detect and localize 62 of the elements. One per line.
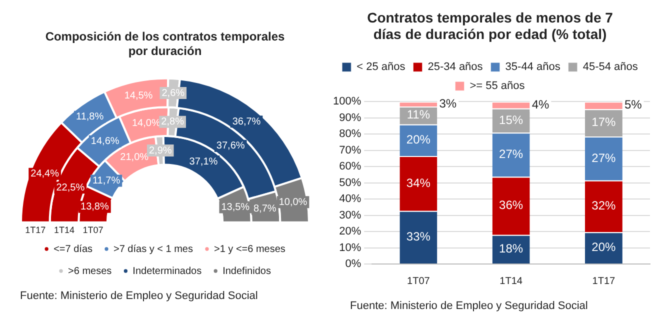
data-label: 37,1% <box>189 156 218 168</box>
data-label: 14,0% <box>132 118 160 130</box>
data-label: 14,6% <box>90 136 120 148</box>
source-note: Fuente: Ministerio de Empleo y Seguridad Social <box>350 300 588 312</box>
data-label: 11,7% <box>92 175 120 186</box>
y-tick-label: 70% <box>339 144 362 156</box>
data-label: 14,5% <box>124 90 153 102</box>
y-tick-label: 0% <box>345 258 362 270</box>
slice-label: 1T14 <box>54 224 74 235</box>
data-label: 24,4% <box>30 168 60 180</box>
data-label: 27% <box>499 147 524 162</box>
data-label: 3% <box>439 96 457 110</box>
data-label: 36,7% <box>232 116 261 128</box>
legend-label: >6 meses <box>68 266 112 277</box>
y-tick-label: 90% <box>339 112 362 124</box>
y-tick-label: 30% <box>339 209 362 222</box>
data-label: 4% <box>532 97 550 112</box>
data-label: 10,0% <box>278 196 308 208</box>
data-label: 11,8% <box>76 112 104 123</box>
y-tick-label: 10% <box>339 242 362 254</box>
legend-label: < 25 años <box>356 61 406 74</box>
y-tick-label: 60% <box>339 160 362 173</box>
slice-label: 1T17 <box>25 224 46 235</box>
y-tick-label: 80% <box>339 128 362 140</box>
data-label: 22,5% <box>56 182 85 194</box>
x-tick-label: 1T17 <box>592 276 616 287</box>
data-label: 32% <box>592 198 616 213</box>
data-label: 11% <box>406 108 430 122</box>
data-label: 20% <box>406 132 431 146</box>
y-tick-label: 50% <box>339 176 362 189</box>
data-label: 21,0% <box>120 152 149 163</box>
y-tick-label: 20% <box>339 226 362 238</box>
data-label: 17% <box>592 115 616 130</box>
data-label: 5% <box>624 98 642 112</box>
legend-label: >7 días y < 1 mes <box>114 244 193 255</box>
legend-label: >1 y <=6 meses <box>214 244 286 255</box>
data-label: 13,5% <box>221 202 250 213</box>
data-label: 36% <box>499 198 524 212</box>
legend-label: <=7 días <box>54 244 92 255</box>
data-label: 37,6% <box>216 140 245 152</box>
legend-label: 45-54 años <box>582 61 638 74</box>
legend-label: Indefinidos <box>222 266 271 277</box>
data-label: 33% <box>406 230 431 244</box>
y-tick-label: 40% <box>339 193 362 206</box>
data-label: 20% <box>592 240 616 254</box>
data-label: 8,7% <box>253 203 276 214</box>
legend-label: 35-44 años <box>505 61 561 74</box>
chart-title: Composición de los contratos temporales por duración <box>45 30 286 58</box>
data-label: 27% <box>592 150 616 165</box>
data-label: 15% <box>499 112 524 127</box>
y-tick-label: 100% <box>332 96 362 108</box>
chart-title: Contratos temporales de menos de 7 días de duración por edad (% total) <box>367 9 614 42</box>
data-label: 18% <box>499 242 524 256</box>
x-tick-label: 1T07 <box>407 276 430 287</box>
legend-label: >= 55 años <box>470 80 526 92</box>
source-note: Fuente: Ministerio de Empleo y Seguridad Social <box>20 290 258 302</box>
legend-label: Indeterminados <box>132 266 202 277</box>
legend-label: 25-34 años <box>428 61 484 74</box>
data-label: 13,8% <box>80 202 109 213</box>
x-tick-label: 1T14 <box>500 276 523 287</box>
data-label: 34% <box>406 176 431 190</box>
slice-label: 1T07 <box>82 224 104 235</box>
